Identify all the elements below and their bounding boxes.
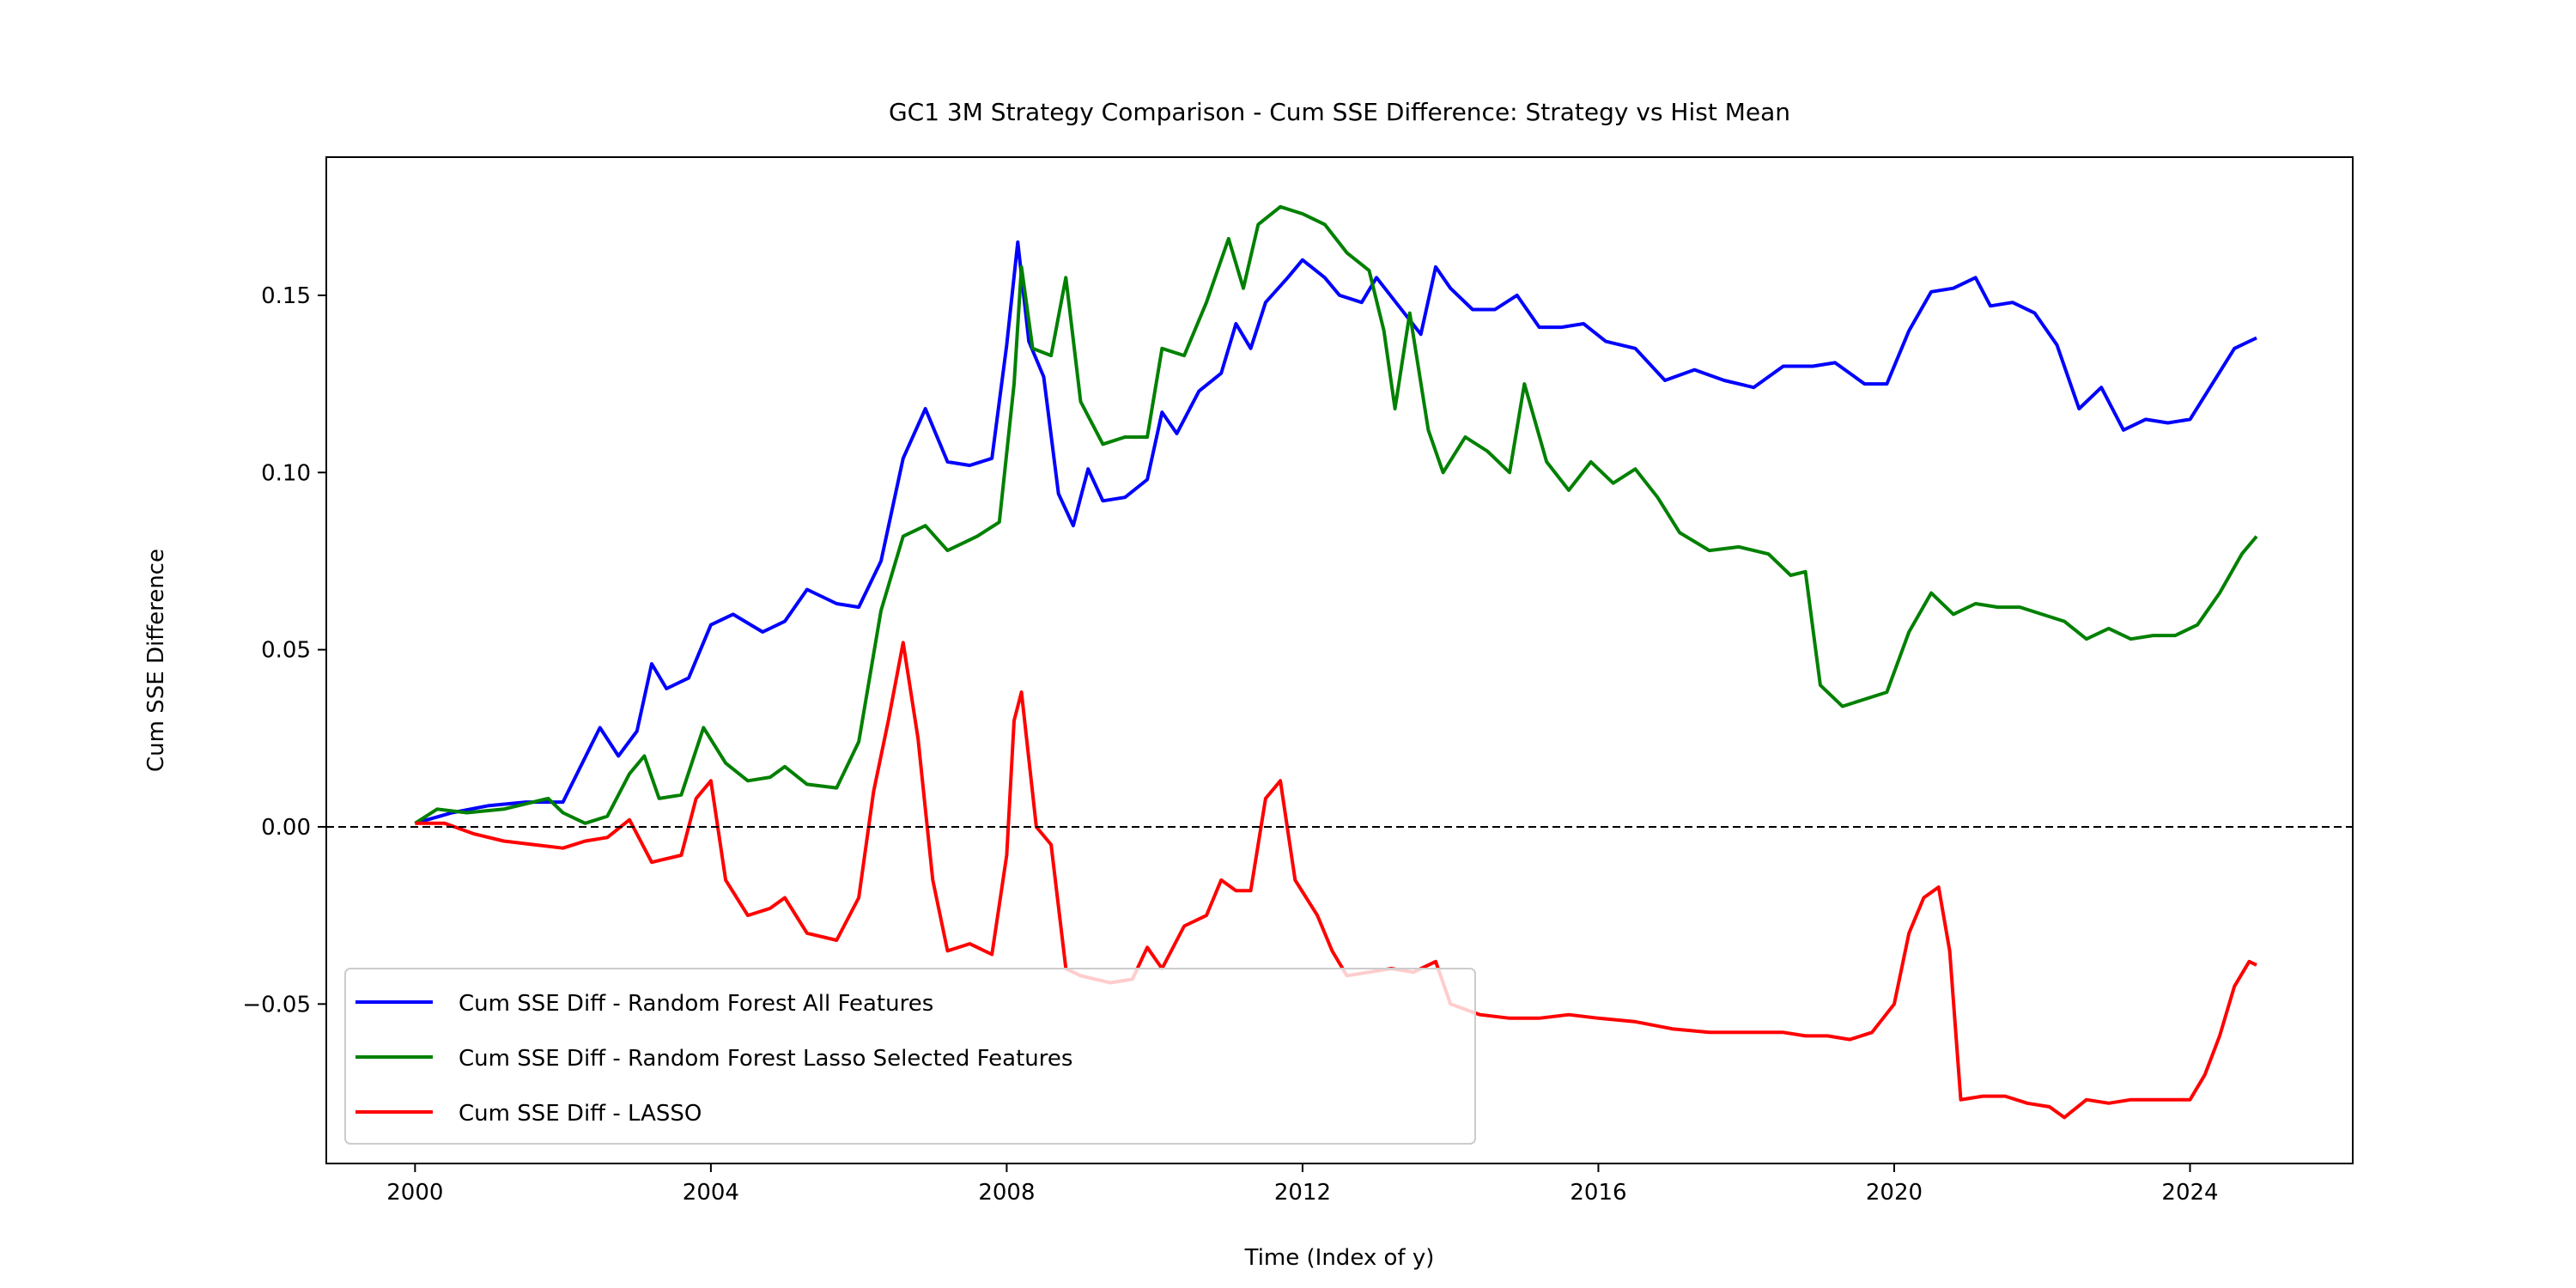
legend-label-2: Cum SSE Diff - Random Forest Lasso Selec… [459, 1046, 1072, 1072]
series-line-3 [415, 641, 2257, 1120]
y-tick-label: 0.00 [261, 815, 311, 841]
legend-box [344, 968, 1476, 1145]
x-axis: 2000 2004 2008 2012 2016 2020 2024 [386, 1163, 2219, 1206]
series-line-2 [414, 204, 2258, 825]
y-tick-label: −0.05 [242, 992, 311, 1018]
x-tick-label: 2016 [1570, 1180, 1626, 1206]
series-line-1 [414, 240, 2257, 825]
legend: Cum SSE Diff - Random Forest All Feature… [344, 968, 1476, 1145]
x-tick-label: 2008 [978, 1180, 1035, 1206]
series-layer [414, 204, 2258, 1120]
legend-label-1: Cum SSE Diff - Random Forest All Feature… [459, 991, 933, 1017]
legend-label-3: Cum SSE Diff - LASSO [459, 1101, 702, 1127]
x-axis-label: Time (Index of y) [1244, 1245, 1435, 1271]
y-tick-label: 0.15 [261, 283, 311, 309]
x-tick-label: 2000 [386, 1180, 443, 1206]
y-axis: −0.05 0.00 0.05 0.10 0.15 [242, 283, 326, 1018]
y-tick-label: 0.05 [261, 638, 311, 664]
x-tick-label: 2020 [1866, 1180, 1923, 1206]
x-tick-label: 2012 [1274, 1180, 1331, 1206]
y-tick-label: 0.10 [261, 460, 311, 486]
y-axis-label: Cum SSE Difference [143, 549, 169, 772]
x-tick-label: 2024 [2161, 1180, 2218, 1206]
chart-title: GC1 3M Strategy Comparison - Cum SSE Dif… [889, 98, 1790, 126]
x-tick-label: 2004 [683, 1180, 739, 1206]
plot-frame [325, 156, 2354, 1164]
